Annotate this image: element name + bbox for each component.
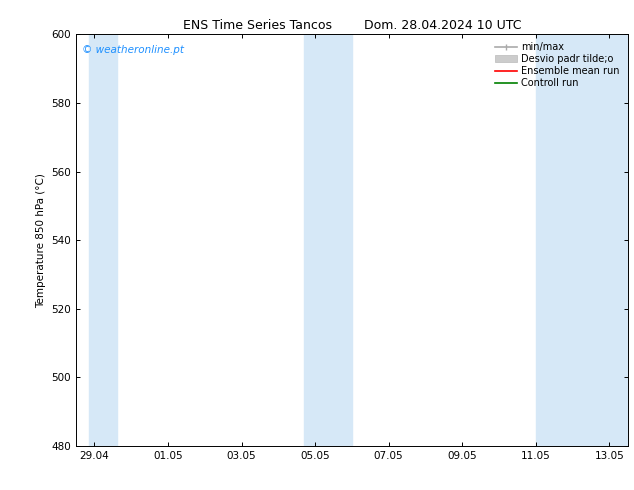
Bar [89,34,117,446]
Legend: min/max, Desvio padr tilde;o, Ensemble mean run, Controll run: min/max, Desvio padr tilde;o, Ensemble m… [492,39,623,91]
Bar [304,34,352,446]
Title: ENS Time Series Tancos        Dom. 28.04.2024 10 UTC: ENS Time Series Tancos Dom. 28.04.2024 1… [183,19,521,32]
Text: © weatheronline.pt: © weatheronline.pt [82,45,184,54]
Y-axis label: Temperature 850 hPa (°C): Temperature 850 hPa (°C) [36,172,46,308]
Bar [536,34,634,446]
